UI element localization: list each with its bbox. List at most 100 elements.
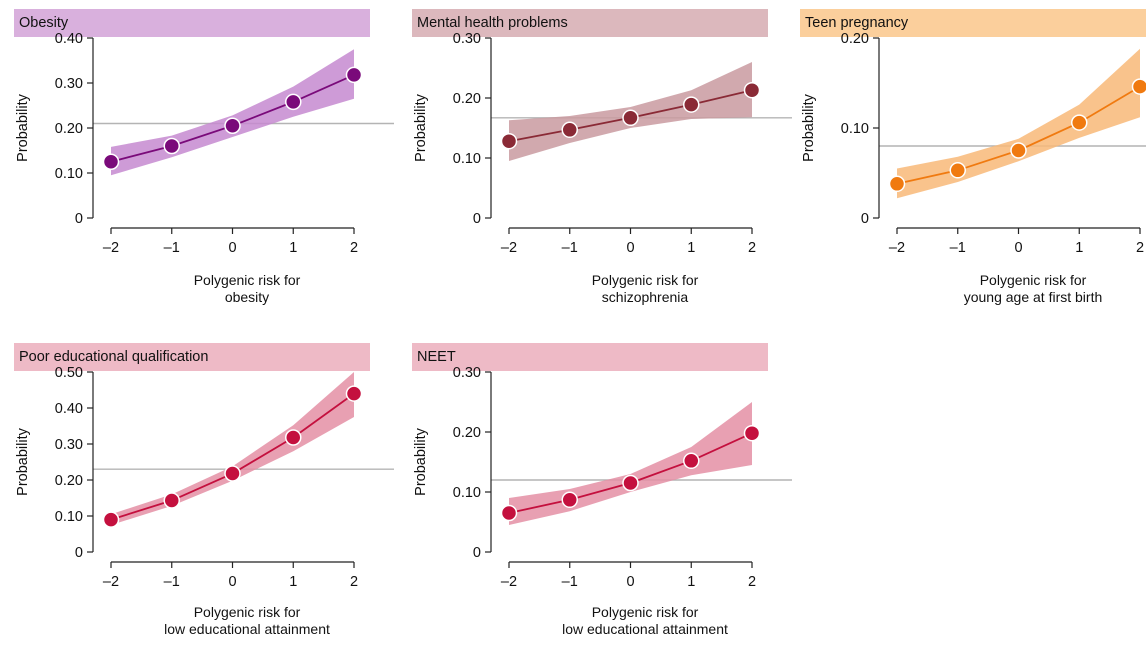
x-tick-label: 2 [748, 574, 756, 590]
x-tick-label: 2 [1136, 240, 1144, 256]
data-point [684, 97, 699, 112]
y-tick-label: 0.10 [453, 151, 481, 167]
confidence-band [111, 49, 354, 175]
x-tick-label: –1 [950, 240, 966, 256]
y-tick-label: 0.30 [453, 365, 481, 381]
x-tick-label: 2 [350, 240, 358, 256]
y-axis-label: Probability [413, 93, 429, 161]
data-point [104, 154, 119, 169]
y-tick-label: 0.30 [55, 437, 83, 453]
x-axis-label-line-1: Polygenic risk for [106, 272, 388, 289]
data-point [502, 506, 517, 521]
data-point [347, 67, 362, 82]
x-tick-label: 0 [228, 240, 236, 256]
y-tick-label: 0 [861, 211, 869, 227]
data-point [684, 453, 699, 468]
data-point [562, 122, 577, 137]
y-tick-label: 0.20 [453, 91, 481, 107]
x-tick-label: –1 [562, 574, 578, 590]
x-axis-label-line-2: obesity [106, 289, 388, 306]
x-tick-label: 0 [1014, 240, 1022, 256]
x-tick-label: –2 [501, 240, 517, 256]
y-tick-label: 0 [75, 211, 83, 227]
data-point [1011, 143, 1026, 158]
x-axis-label-line-1: Polygenic risk for [504, 604, 786, 621]
x-tick-label: 1 [687, 574, 695, 590]
data-point [745, 426, 760, 441]
y-axis-label: Probability [801, 93, 817, 161]
x-tick-label: –2 [103, 240, 119, 256]
y-tick-label: 0.20 [841, 31, 869, 47]
y-tick-label: 0 [473, 545, 481, 561]
x-axis-label-line-2: low educational attainment [504, 621, 786, 638]
y-tick-label: 0.20 [55, 121, 83, 137]
y-tick-label: 0.40 [55, 31, 83, 47]
confidence-band [111, 372, 354, 525]
x-axis-label-line-1: Polygenic risk for [106, 604, 388, 621]
data-point [164, 139, 179, 154]
x-tick-label: –1 [164, 574, 180, 590]
x-tick-label: 2 [350, 574, 358, 590]
data-point [286, 430, 301, 445]
x-tick-label: –1 [164, 240, 180, 256]
confidence-band [509, 402, 752, 525]
data-point [1133, 79, 1146, 94]
y-axis-label: Probability [15, 427, 31, 495]
y-tick-label: 0.30 [55, 76, 83, 92]
x-axis-label: Polygenic risk for low educational attai… [504, 604, 786, 638]
data-point [1072, 115, 1087, 130]
x-tick-label: –2 [889, 240, 905, 256]
x-axis-label-line-2: young age at first birth [892, 289, 1146, 306]
y-tick-label: 0.10 [55, 509, 83, 525]
data-point [164, 493, 179, 508]
x-tick-label: –1 [562, 240, 578, 256]
x-axis-label: Polygenic risk for low educational attai… [106, 604, 388, 638]
data-point [104, 512, 119, 527]
x-tick-label: 1 [687, 240, 695, 256]
x-tick-label: 0 [626, 240, 634, 256]
y-axis-label: Probability [15, 93, 31, 161]
y-tick-label: 0.20 [55, 473, 83, 489]
data-point [623, 476, 638, 491]
x-tick-label: –2 [103, 574, 119, 590]
x-axis-label-line-1: Polygenic risk for [504, 272, 786, 289]
x-tick-label: 2 [748, 240, 756, 256]
y-tick-label: 0.10 [453, 485, 481, 501]
x-axis-label: Polygenic risk for schizophrenia [504, 272, 786, 306]
y-axis-label: Probability [413, 427, 429, 495]
data-point [225, 118, 240, 133]
x-tick-label: 0 [228, 574, 236, 590]
x-tick-label: –2 [501, 574, 517, 590]
y-tick-label: 0 [473, 211, 481, 227]
data-point [623, 110, 638, 125]
y-tick-label: 0.10 [841, 121, 869, 137]
x-axis-label: Polygenic risk for obesity [106, 272, 388, 306]
data-point [286, 94, 301, 109]
data-point [745, 83, 760, 98]
y-tick-label: 0.50 [55, 365, 83, 381]
data-point [347, 386, 362, 401]
data-point [225, 466, 240, 481]
x-tick-label: 0 [626, 574, 634, 590]
data-point [890, 176, 905, 191]
y-tick-label: 0 [75, 545, 83, 561]
y-tick-label: 0.20 [453, 425, 481, 441]
x-axis-label-line-2: schizophrenia [504, 289, 786, 306]
x-tick-label: 1 [289, 574, 297, 590]
y-tick-label: 0.30 [453, 31, 481, 47]
x-axis-label-line-1: Polygenic risk for [892, 272, 1146, 289]
x-tick-label: 1 [1075, 240, 1083, 256]
data-point [950, 163, 965, 178]
data-point [502, 134, 517, 149]
x-axis-label: Polygenic risk for young age at first bi… [892, 272, 1146, 306]
x-axis-label-line-2: low educational attainment [106, 621, 388, 638]
y-tick-label: 0.40 [55, 401, 83, 417]
x-tick-label: 1 [289, 240, 297, 256]
data-point [562, 492, 577, 507]
y-tick-label: 0.10 [55, 166, 83, 182]
